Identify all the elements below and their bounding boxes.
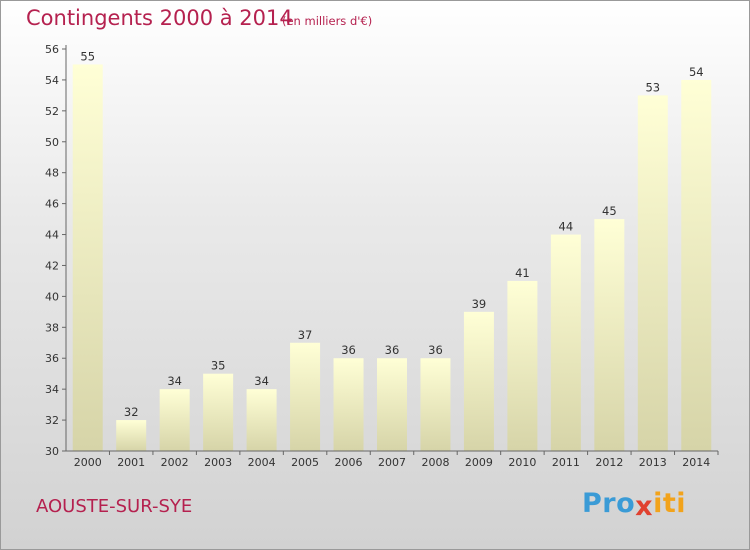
y-tick-label-32: 32 [45, 414, 59, 427]
bar-2012 [594, 219, 625, 451]
data-label-2009: 39 [472, 297, 487, 311]
data-label-2005: 37 [298, 328, 313, 342]
bars-group: 55 32 34 35 34 37 36 36 36 39 41 44 45 53 54 [72, 49, 712, 451]
x-tick-label-2009: 2009 [465, 456, 493, 469]
y-tick-label-30: 30 [45, 445, 59, 458]
bar-2013 [637, 95, 668, 451]
bar-2003 [203, 373, 234, 451]
bar-2006 [333, 358, 364, 451]
x-tick-label-2014: 2014 [682, 456, 710, 469]
logo-part-x: x [635, 491, 654, 522]
x-tick-label-2000: 2000 [74, 456, 102, 469]
x-tick-label-2013: 2013 [639, 456, 667, 469]
data-label-2011: 44 [559, 220, 574, 234]
data-label-2010: 41 [515, 266, 530, 280]
y-tick-label-56: 56 [45, 43, 59, 56]
x-tick-label-2005: 2005 [291, 456, 319, 469]
data-label-2013: 53 [645, 80, 660, 94]
data-label-2000: 55 [80, 49, 95, 63]
commune-name: AOUSTE-SUR-SYE [36, 496, 193, 517]
bar-2007 [377, 358, 407, 451]
chart-unit-note: (en milliers d'€) [282, 14, 373, 28]
y-tick-label-34: 34 [45, 383, 59, 396]
data-label-2006: 36 [341, 343, 356, 357]
y-tick-label-50: 50 [45, 136, 59, 149]
data-label-2008: 36 [428, 343, 443, 357]
data-label-2012: 45 [602, 204, 617, 218]
bar-2000 [72, 64, 103, 451]
bar-2008 [420, 358, 451, 451]
bar-2014 [681, 79, 712, 451]
data-label-2007: 36 [385, 343, 400, 357]
bar-2005 [290, 342, 321, 451]
x-tick-label-2012: 2012 [595, 456, 623, 469]
bar-2011 [550, 234, 581, 451]
y-tick-label-44: 44 [45, 229, 59, 242]
x-tick-label-2001: 2001 [117, 456, 145, 469]
logo-part-pro: Pro [582, 488, 636, 519]
x-tick-label-2003: 2003 [204, 456, 232, 469]
data-label-2003: 35 [211, 359, 226, 373]
bar-2010 [507, 280, 538, 451]
x-tick-label-2002: 2002 [161, 456, 189, 469]
x-tick-label-2004: 2004 [248, 456, 276, 469]
logo-part-iti: iti [653, 488, 686, 519]
data-label-2002: 34 [167, 374, 182, 388]
bar-2001 [116, 420, 147, 451]
data-label-2004: 34 [254, 374, 269, 388]
chart-title: Contingents 2000 à 2014 [26, 6, 293, 30]
y-tick-label-54: 54 [45, 74, 59, 87]
x-tick-label-2010: 2010 [508, 456, 536, 469]
y-tick-label-42: 42 [45, 259, 59, 272]
bar-2002 [159, 389, 190, 451]
y-tick-label-52: 52 [45, 105, 59, 118]
bar-2009 [463, 311, 494, 451]
x-tick-label-2006: 2006 [335, 456, 363, 469]
axes-group: 2000 2001 2002 2003 2004 2005 2006 2007 2008 2009… [45, 43, 719, 469]
y-tick-label-36: 36 [45, 352, 59, 365]
data-label-2001: 32 [124, 405, 139, 419]
x-tick-label-2008: 2008 [421, 456, 449, 469]
x-tick-label-2007: 2007 [378, 456, 406, 469]
y-tick-label-46: 46 [45, 198, 59, 211]
data-label-2014: 54 [689, 65, 704, 79]
y-tick-label-38: 38 [45, 321, 59, 334]
bar-2004 [246, 389, 277, 451]
proxiti-logo: Proxiti [582, 488, 686, 522]
y-tick-label-48: 48 [45, 167, 59, 180]
x-tick-label-2011: 2011 [552, 456, 580, 469]
y-tick-label-40: 40 [45, 290, 59, 303]
